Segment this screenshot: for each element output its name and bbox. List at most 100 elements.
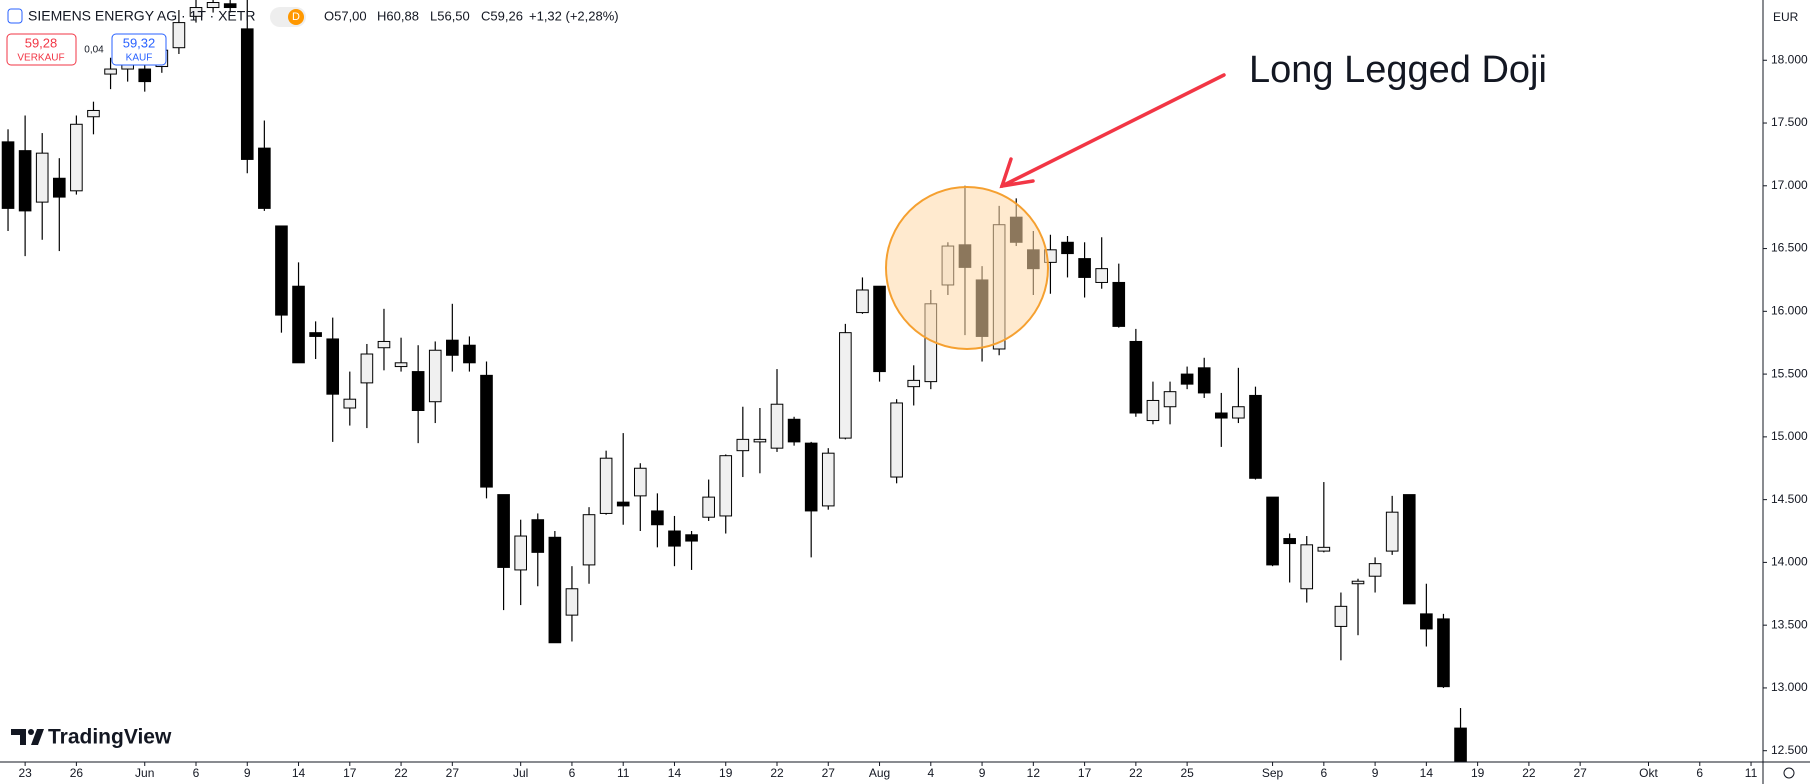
candle-body <box>804 442 818 512</box>
y-tick-label: 13.000 <box>1771 680 1808 694</box>
ohlc-high: H60,88 <box>377 8 419 23</box>
candle-body <box>599 457 613 514</box>
candle-body <box>1146 399 1160 422</box>
candle-body <box>1180 373 1194 385</box>
y-tick-label: 14.500 <box>1771 492 1808 506</box>
x-tick-label: 22 <box>770 766 784 780</box>
candle-body <box>104 68 117 75</box>
x-tick-label: 6 <box>1320 766 1327 780</box>
candle-body <box>360 353 374 384</box>
candle-body <box>463 344 476 364</box>
candle-body <box>770 403 784 449</box>
y-tick-label: 15.000 <box>1771 429 1808 443</box>
interval-badge <box>288 9 304 25</box>
candle-body <box>873 285 886 373</box>
candle-body <box>702 496 715 518</box>
candle-body <box>1402 494 1416 605</box>
candle-body <box>138 68 152 83</box>
x-tick-label: 6 <box>1696 766 1703 780</box>
x-tick-label: 27 <box>822 766 836 780</box>
candle-body <box>548 536 562 644</box>
candle-body <box>326 338 340 395</box>
x-tick-label: 6 <box>193 766 200 780</box>
candle-body <box>428 349 442 403</box>
candle-body <box>1368 563 1382 577</box>
candle-body <box>651 510 664 526</box>
candle-body <box>206 2 220 9</box>
candle-body <box>1 141 15 209</box>
y-tick-label: 16.000 <box>1771 303 1808 317</box>
candle-body <box>343 398 357 409</box>
candle-body <box>821 452 835 507</box>
candle-body <box>890 402 903 478</box>
y-tick-label: 14.000 <box>1771 555 1808 569</box>
candle-body <box>736 438 750 452</box>
candle-body <box>1232 406 1245 419</box>
annotation-text: Long Legged Doji <box>1249 49 1547 91</box>
candle-body <box>1129 340 1143 414</box>
x-tick-label: 26 <box>70 766 84 780</box>
y-tick-label: 12.500 <box>1771 743 1808 757</box>
x-tick-label: Okt <box>1639 766 1658 780</box>
arrow-shaft <box>1000 73 1226 188</box>
x-tick-label: 9 <box>244 766 251 780</box>
x-tick-label: 22 <box>1522 766 1536 780</box>
candle-body <box>1454 727 1467 763</box>
y-tick-label: 16.500 <box>1771 241 1808 255</box>
candle-body <box>240 28 254 160</box>
candle-body <box>1061 241 1074 255</box>
candle-body <box>497 494 510 568</box>
logo: TradingView <box>11 726 172 749</box>
arrow-head <box>999 157 1035 189</box>
candle-body <box>52 177 66 198</box>
candle-body <box>1078 258 1091 278</box>
candle-body <box>1351 580 1365 585</box>
x-tick-label: Jun <box>135 766 154 780</box>
arrow <box>999 73 1226 189</box>
logo-text: TradingView <box>48 726 172 749</box>
candle-body <box>565 588 579 616</box>
candle-body <box>668 530 681 547</box>
candle-body <box>1197 367 1211 394</box>
x-tick-label: 9 <box>1372 766 1379 780</box>
ohlc-low: L56,50 <box>430 8 470 23</box>
candle-body <box>1300 544 1314 590</box>
sell-button[interactable] <box>6 33 77 66</box>
ohlc-close: C59,26 <box>481 8 523 23</box>
x-tick-label: 11 <box>617 766 630 780</box>
candle-body <box>907 379 921 388</box>
candle-body <box>394 362 408 368</box>
buy-button[interactable] <box>111 33 167 66</box>
buy-label: KAUF <box>126 53 153 64</box>
x-tick-label: 19 <box>1471 766 1485 780</box>
candle-body <box>1420 613 1433 630</box>
candle-body <box>1112 281 1126 327</box>
candle-body <box>1249 394 1262 479</box>
currency: EUR <box>1773 10 1799 24</box>
candle-body <box>719 455 733 517</box>
candle-body <box>1214 412 1228 419</box>
x-tick-label: 14 <box>1420 766 1434 780</box>
logo-mark <box>11 729 26 745</box>
settings-icon[interactable] <box>1783 767 1795 779</box>
symbol-icon <box>7 8 23 24</box>
trade-buttons: 59,28 VERKAUF 0,04 59,32 KAUF <box>6 33 167 66</box>
candle-body <box>292 285 305 364</box>
x-tick-label: 17 <box>1078 766 1092 780</box>
x-tick-label: 22 <box>394 766 408 780</box>
candle-body <box>685 534 698 542</box>
candle-body <box>1437 618 1450 688</box>
ohlc-open: O57,00 <box>324 8 367 23</box>
candle-body <box>1283 538 1296 545</box>
candle-body <box>531 519 545 553</box>
candle-body <box>87 109 100 118</box>
x-tick-label: 23 <box>18 766 32 780</box>
x-tick-label: 22 <box>1129 766 1143 780</box>
candle-body <box>446 339 459 356</box>
candle-body <box>633 467 647 497</box>
candle-body <box>753 438 767 443</box>
x-tick-label: 14 <box>292 766 306 780</box>
candle-body <box>172 22 186 49</box>
symbol: SIEMENS ENERGY AG · 1T · XETR <box>28 8 255 24</box>
candle-body <box>35 152 49 203</box>
